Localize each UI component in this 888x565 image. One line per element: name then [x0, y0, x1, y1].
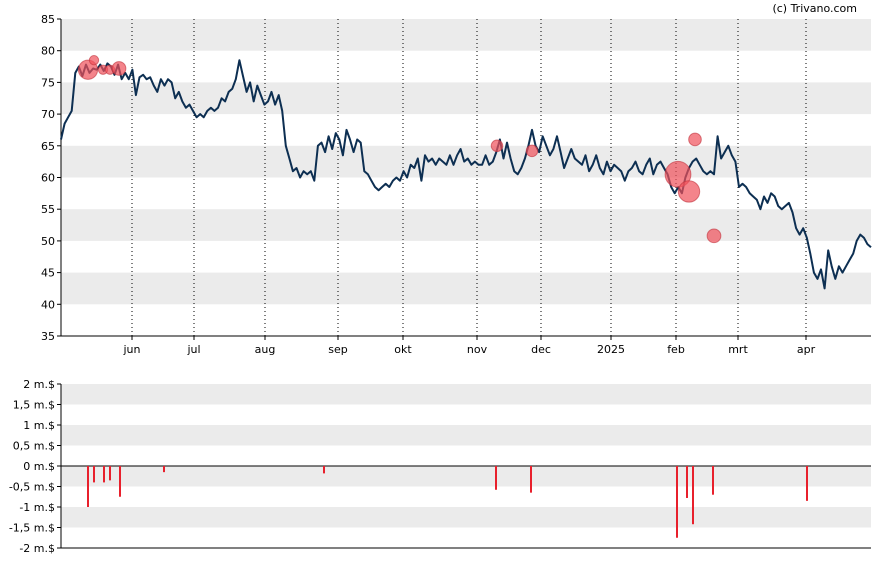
insider-trade-marker: [688, 132, 702, 147]
volume-bar: [119, 466, 121, 497]
insider-trade-marker: [490, 139, 504, 153]
volume-bar: [676, 466, 678, 538]
volume-grid-band: [61, 425, 871, 446]
volume-bar: [163, 466, 165, 473]
volume-bar: [103, 466, 105, 483]
volume-y-tick-label: 1,5 m.$: [13, 399, 55, 412]
price-y-tick-label: 65: [41, 140, 55, 153]
volume-bar: [806, 466, 808, 501]
price-y-tick-label: 55: [41, 203, 55, 216]
insider-trade-marker: [525, 144, 539, 158]
volume-y-tick-label: 1 m.$: [23, 419, 55, 432]
volume-bar: [323, 466, 325, 474]
volume-y-tick-label: 0 m.$: [23, 460, 55, 473]
price-y-tick-label: 35: [41, 330, 55, 343]
insider-trade-marker: [677, 180, 701, 203]
price-y-tick-label: 85: [41, 13, 55, 26]
price-grid-band: [61, 209, 871, 241]
volume-y-tick-label: -0,5 m.$: [9, 481, 55, 494]
price-x-tick-label: mrt: [728, 343, 748, 356]
volume-y-tick-label: 2 m.$: [23, 378, 55, 391]
price-x-tick-label: feb: [667, 343, 685, 356]
volume-bar: [712, 466, 714, 495]
price-grid-band: [61, 145, 871, 178]
volume-y-tick-label: -1,5 m.$: [9, 522, 55, 535]
volume-bar: [495, 466, 497, 490]
insider-trade-marker: [664, 160, 692, 188]
volume-grid-band: [61, 507, 871, 528]
volume-bar: [530, 466, 532, 493]
price-x-tick-label: dec: [531, 343, 551, 356]
price-x-tick-label: nov: [467, 343, 488, 356]
price-x-tick-label: aug: [255, 343, 276, 356]
volume-bar: [109, 466, 111, 481]
volume-y-tick-label: 0,5 m.$: [13, 440, 55, 453]
insider-trade-marker: [706, 228, 722, 244]
insider-trade-marker: [111, 61, 127, 76]
price-y-tick-label: 80: [41, 45, 55, 58]
volume-bar: [686, 466, 688, 498]
price-grid-band: [61, 82, 871, 115]
price-y-tick-label: 60: [41, 172, 55, 185]
price-grid-band: [61, 19, 871, 51]
price-grid-band: [61, 272, 871, 305]
price-y-tick-label: 70: [41, 108, 55, 121]
volume-y-tick-label: -2 m.$: [19, 542, 55, 555]
price-x-tick-label: 2025: [597, 343, 625, 356]
credit-text: (c) Trivano.com: [772, 2, 857, 15]
insider-trade-marker: [88, 55, 100, 66]
volume-grid-band: [61, 466, 871, 487]
volume-bar: [692, 466, 694, 525]
volume-y-tick-label: -1 m.$: [19, 501, 55, 514]
price-line: [60, 59, 872, 290]
price-y-tick-label: 50: [41, 235, 55, 248]
volume-bar: [87, 466, 89, 507]
price-y-tick-label: 45: [41, 267, 55, 280]
price-x-tick-label: apr: [797, 343, 816, 356]
price-x-tick-label: jul: [186, 343, 200, 356]
volume-grid-band: [61, 384, 871, 405]
price-x-tick-label: sep: [328, 343, 347, 356]
price-x-tick-label: okt: [394, 343, 412, 356]
price-x-tick-label: jun: [123, 343, 141, 356]
volume-bar: [93, 466, 95, 483]
price-y-tick-label: 75: [41, 76, 55, 89]
price-y-tick-label: 40: [41, 298, 55, 311]
